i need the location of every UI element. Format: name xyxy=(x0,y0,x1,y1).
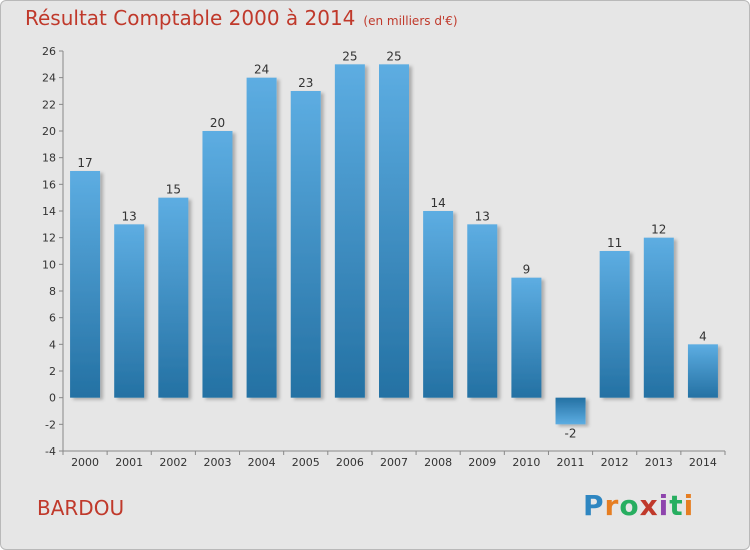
bar-2007 xyxy=(379,64,409,398)
x-tick-label: 2005 xyxy=(292,456,320,469)
data-label-2013: 12 xyxy=(651,223,666,237)
y-tick-label: 24 xyxy=(42,72,56,85)
data-label-2007: 25 xyxy=(386,49,401,63)
bar-2009 xyxy=(467,224,498,398)
title-unit: (en milliers d'€) xyxy=(363,14,458,28)
logo-letter: t xyxy=(669,489,684,522)
logo-letter: i xyxy=(683,489,695,522)
data-label-2006: 25 xyxy=(342,49,357,63)
bar-2008 xyxy=(423,211,454,398)
data-label-2011: -2 xyxy=(565,426,577,440)
x-tick-label: 2006 xyxy=(336,456,364,469)
y-tick-label: 2 xyxy=(49,365,56,378)
data-label-2014: 4 xyxy=(699,329,707,343)
bar-2004 xyxy=(246,77,277,398)
chart-title: Résultat Comptable 2000 à 2014 (en millie… xyxy=(25,6,458,30)
x-tick-label: 2000 xyxy=(71,456,99,469)
bar-2012 xyxy=(599,251,630,398)
chart-bars xyxy=(70,64,718,425)
y-tick-label: 10 xyxy=(42,258,56,271)
x-tick-label: 2003 xyxy=(203,456,231,469)
y-tick-label: 26 xyxy=(42,45,56,58)
data-label-2010: 9 xyxy=(523,263,531,277)
bar-2013 xyxy=(643,237,674,398)
data-label-2005: 23 xyxy=(298,76,313,90)
x-tick-label: 2010 xyxy=(512,456,540,469)
x-tick-label: 2014 xyxy=(689,456,717,469)
bar-2001 xyxy=(114,224,145,398)
y-tick-label: 4 xyxy=(49,338,56,351)
title-text: Résultat Comptable 2000 à 2014 xyxy=(25,6,356,30)
y-tick-label: -4 xyxy=(45,445,56,458)
data-label-2012: 11 xyxy=(607,236,622,250)
x-tick-label: 2004 xyxy=(248,456,276,469)
x-tick-label: 2007 xyxy=(380,456,408,469)
bar-2003 xyxy=(202,131,233,398)
y-tick-label: 8 xyxy=(49,285,56,298)
x-tick-label: 2001 xyxy=(115,456,143,469)
bar-2014 xyxy=(687,344,718,398)
x-tick-label: 2012 xyxy=(601,456,629,469)
y-tick-label: 0 xyxy=(49,392,56,405)
bar-2005 xyxy=(290,91,321,398)
logo-letter: P xyxy=(583,489,605,522)
logo-letter: o xyxy=(619,489,640,522)
y-tick-label: 16 xyxy=(42,178,56,191)
y-tick-label: 22 xyxy=(42,98,56,111)
y-tick-label: 6 xyxy=(49,312,56,325)
logo-letter: r xyxy=(604,489,620,522)
data-label-2002: 15 xyxy=(166,183,181,197)
data-label-2009: 13 xyxy=(475,209,490,223)
logo-letter: x xyxy=(639,489,659,522)
data-label-2001: 13 xyxy=(122,209,137,223)
y-tick-label: 12 xyxy=(42,232,56,245)
x-tick-label: 2008 xyxy=(424,456,452,469)
data-label-2008: 14 xyxy=(430,196,445,210)
commune-name: BARDOU xyxy=(37,496,125,520)
data-label-2000: 17 xyxy=(77,156,92,170)
bar-2010 xyxy=(511,277,542,398)
data-label-2003: 20 xyxy=(210,116,225,130)
x-tick-label: 2013 xyxy=(645,456,673,469)
y-tick-label: 20 xyxy=(42,125,56,138)
x-tick-label: 2002 xyxy=(159,456,187,469)
chart-labels: 17 13 15 20 24 23 25 25 14 13 9 -2 11 12 4 xyxy=(77,49,706,440)
y-tick-label: -2 xyxy=(45,418,56,431)
data-label-2004: 24 xyxy=(254,63,269,77)
y-tick-label: 18 xyxy=(42,152,56,165)
x-tick-label: 2011 xyxy=(557,456,585,469)
bar-2000 xyxy=(70,171,101,398)
bar-2006 xyxy=(334,64,365,398)
proxiti-logo: Proxiti xyxy=(583,489,694,522)
bar-2002 xyxy=(158,197,189,398)
logo-letter: i xyxy=(658,489,670,522)
x-tick-label: 2009 xyxy=(468,456,496,469)
bar-2011 xyxy=(555,397,586,425)
y-tick-label: 14 xyxy=(42,205,56,218)
